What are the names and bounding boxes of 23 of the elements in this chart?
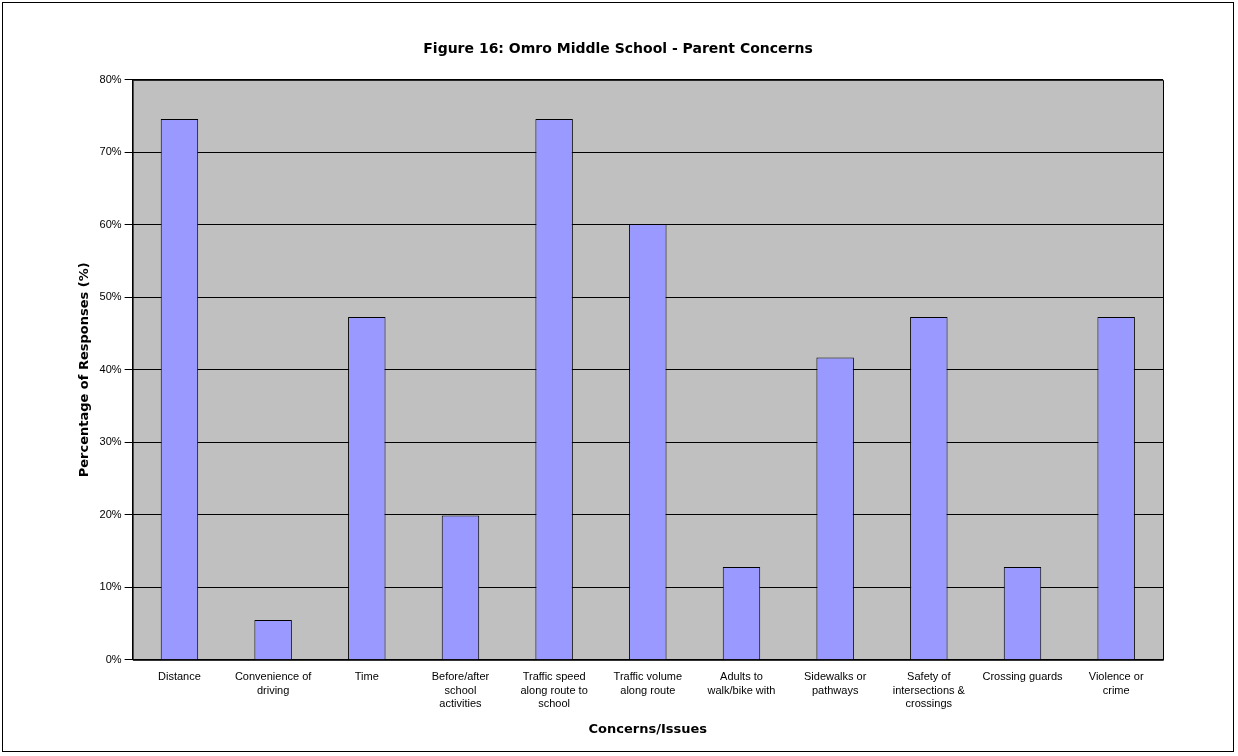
chart-title: Figure 16: Omro Middle School - Parent Concerns (423, 40, 813, 57)
y-tick-label: 60% (99, 217, 122, 230)
x-tick-label: Before/after school activities (431, 670, 490, 709)
y-tick-label: 30% (99, 435, 122, 448)
x-tick-label: Safety of intersections & crossings (892, 670, 966, 709)
y-tick-label: 50% (99, 290, 122, 303)
x-tick-label: Adults to walk/bike with (706, 670, 776, 696)
y-tick-label: 0% (105, 652, 122, 665)
x-axis-title: Concerns/Issues (588, 720, 708, 736)
y-axis-title: Percentage of Responses (%) (76, 262, 92, 478)
x-tick-label: Convenience of driving (234, 670, 313, 696)
y-tick-label: 70% (99, 145, 122, 158)
x-tick-label: Traffic speed along route to school (520, 670, 588, 709)
y-tick-label: 10% (99, 580, 122, 593)
x-tick-label: Traffic volume along route (613, 670, 683, 696)
x-tick-label: Time (354, 670, 379, 683)
y-tick-label: 80% (99, 72, 122, 85)
x-tick-label: Sidewalks or pathways (803, 670, 867, 696)
y-tick-label: 20% (99, 507, 122, 520)
y-tick-label: 40% (99, 362, 122, 375)
x-tick-label: Distance (158, 670, 201, 683)
x-tick-label: Crossing guards (982, 670, 1064, 683)
x-tick-label: Violence or crime (1088, 670, 1144, 696)
